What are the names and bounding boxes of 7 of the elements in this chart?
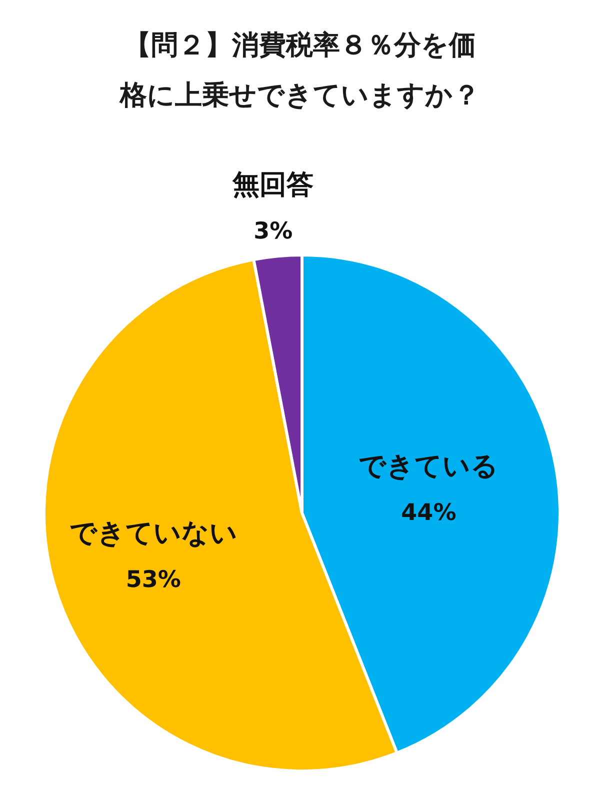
data-label: 53% <box>126 567 181 594</box>
slice-label: できている <box>358 450 499 482</box>
data-label: 3% <box>254 218 293 244</box>
slice-label: 無回答 <box>232 169 314 200</box>
chart-title: 【問２】消費税率８％分を価格に上乗せできていますか？ <box>119 30 480 111</box>
slice-label: できていない <box>69 518 238 550</box>
data-label: 44% <box>401 500 456 526</box>
